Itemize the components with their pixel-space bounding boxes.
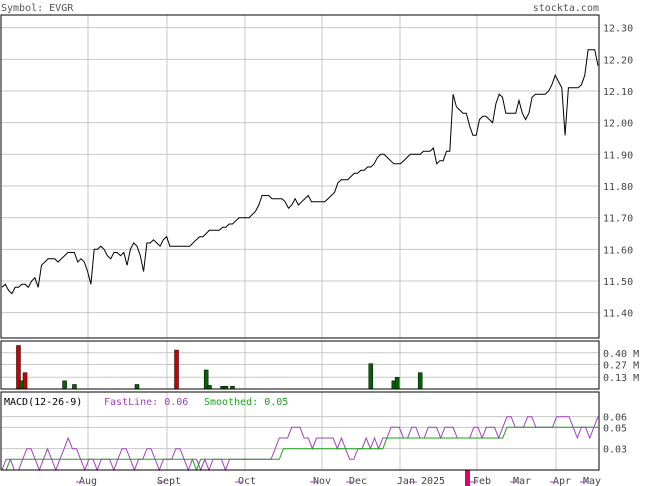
volume-bar [174, 349, 179, 390]
volume-bar [22, 372, 28, 390]
x-axis-label: May [583, 476, 601, 486]
macd-title: MACD(12-26-9) [4, 397, 82, 408]
macd-tick-label: 0.05 [603, 423, 627, 434]
macd-panel: MACD(12-26-9) FastLine: 0.06 Smoothed: 0… [1, 397, 627, 472]
volume-frame [0, 340, 600, 390]
volume-tick-label: 0.40 M [603, 349, 639, 360]
x-axis-label: Aug [79, 476, 97, 486]
price-tick-label: 11.40 [603, 309, 633, 320]
period-marker [465, 470, 470, 486]
x-axis-label: Mar [513, 476, 531, 486]
price-frame [0, 14, 600, 339]
price-tick-label: 11.80 [603, 182, 633, 193]
site-label: stockta.com [533, 3, 599, 14]
x-axis-label: Apr [553, 476, 571, 486]
price-tick-label: 12.30 [603, 24, 633, 35]
symbol-label: Symbol: EVGR [1, 3, 74, 14]
volume-bar [134, 384, 140, 390]
volume-bar [62, 380, 67, 390]
volume-bar [417, 372, 423, 390]
x-axis-label: Feb [473, 476, 491, 486]
macd-smoothed-line [2, 426, 598, 472]
volume-bar [368, 363, 374, 390]
volume-panel: 0.13 M0.27 M0.40 M [16, 345, 639, 390]
price-tick-label: 11.70 [603, 214, 633, 225]
volume-tick-label: 0.27 M [603, 361, 639, 372]
price-line [1, 49, 599, 295]
volume-bar [72, 384, 77, 390]
price-tick-label: 12.20 [603, 55, 633, 66]
volume-tick-label: 0.13 M [603, 373, 639, 384]
x-axis-label: Sept [157, 476, 181, 486]
volume-bar [207, 385, 212, 390]
panel-frames [0, 14, 600, 471]
macd-frame [0, 391, 600, 471]
x-axis-label: Nov [313, 476, 331, 486]
x-axis-label: Oct [238, 476, 256, 486]
macd-tick-label: 0.06 [603, 413, 627, 424]
price-tick-label: 11.50 [603, 277, 633, 288]
macd-fast-label: FastLine: 0.06 [104, 397, 188, 408]
price-tick-label: 12.00 [603, 119, 633, 130]
x-axis-label: Jan 2025 [397, 476, 445, 486]
price-panel: 11.40 11.50 11.60 11.70 11.80 11.90 12.00 12.10… [1, 24, 633, 320]
price-tick-label: 11.90 [603, 150, 633, 161]
volume-bar [394, 376, 400, 390]
grid-lines [1, 15, 599, 470]
macd-tick-label: 0.03 [603, 445, 627, 456]
x-axis-label: Dec [349, 476, 367, 486]
price-tick-label: 12.10 [603, 87, 633, 98]
macd-fast-line [1, 416, 599, 472]
price-tick-label: 11.60 [603, 245, 633, 256]
macd-smooth-label: Smoothed: 0.05 [204, 397, 288, 408]
x-axis: Aug Sept Oct Nov Dec Jan 2025 Feb Mar Apr May [76, 470, 601, 486]
